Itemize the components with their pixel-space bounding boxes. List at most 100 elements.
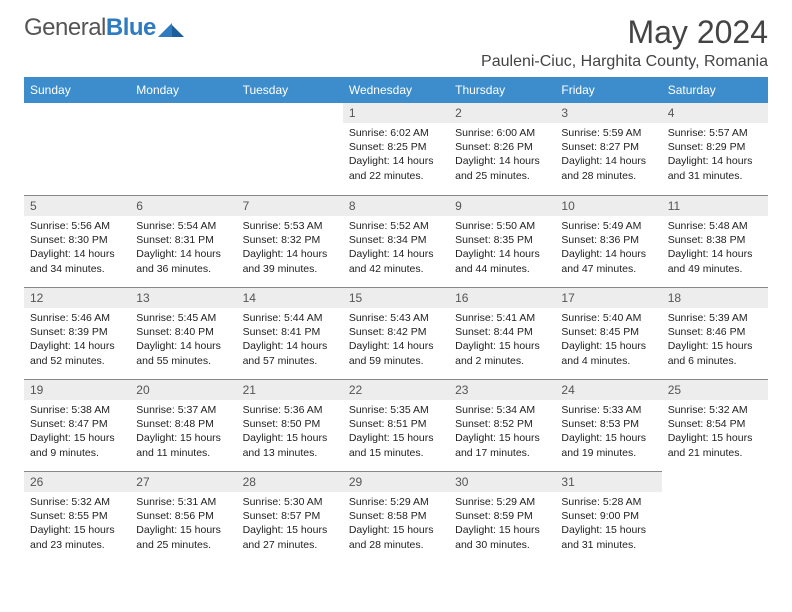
weekday-header: Sunday [24,77,130,103]
calendar-cell: 1Sunrise: 6:02 AMSunset: 8:25 PMDaylight… [343,103,449,195]
day-number: 26 [24,471,130,492]
day-number: 2 [449,103,555,123]
day-body: Sunrise: 5:44 AMSunset: 8:41 PMDaylight:… [237,308,343,374]
day-body: Sunrise: 5:30 AMSunset: 8:57 PMDaylight:… [237,492,343,558]
logo-text-2: Blue [106,14,156,42]
day-body: Sunrise: 6:02 AMSunset: 8:25 PMDaylight:… [343,123,449,189]
day-body: Sunrise: 5:41 AMSunset: 8:44 PMDaylight:… [449,308,555,374]
calendar-cell: 5Sunrise: 5:56 AMSunset: 8:30 PMDaylight… [24,195,130,287]
day-number: 16 [449,287,555,308]
day-body: Sunrise: 5:29 AMSunset: 8:58 PMDaylight:… [343,492,449,558]
calendar-cell: 9Sunrise: 5:50 AMSunset: 8:35 PMDaylight… [449,195,555,287]
calendar-cell: 19Sunrise: 5:38 AMSunset: 8:47 PMDayligh… [24,379,130,471]
day-number: 7 [237,195,343,216]
day-number: 9 [449,195,555,216]
day-body: Sunrise: 5:31 AMSunset: 8:56 PMDaylight:… [130,492,236,558]
day-body: Sunrise: 5:36 AMSunset: 8:50 PMDaylight:… [237,400,343,466]
day-body: Sunrise: 5:39 AMSunset: 8:46 PMDaylight:… [662,308,768,374]
calendar-cell: 17Sunrise: 5:40 AMSunset: 8:45 PMDayligh… [555,287,661,379]
calendar-cell: 30Sunrise: 5:29 AMSunset: 8:59 PMDayligh… [449,471,555,563]
day-body: Sunrise: 5:29 AMSunset: 8:59 PMDaylight:… [449,492,555,558]
weekday-header: Monday [130,77,236,103]
calendar-cell: 8Sunrise: 5:52 AMSunset: 8:34 PMDaylight… [343,195,449,287]
day-body: Sunrise: 5:46 AMSunset: 8:39 PMDaylight:… [24,308,130,374]
calendar-cell: 25Sunrise: 5:32 AMSunset: 8:54 PMDayligh… [662,379,768,471]
day-number: 12 [24,287,130,308]
calendar-cell [662,471,768,563]
day-body: Sunrise: 5:54 AMSunset: 8:31 PMDaylight:… [130,216,236,282]
day-number: 28 [237,471,343,492]
calendar-cell: 24Sunrise: 5:33 AMSunset: 8:53 PMDayligh… [555,379,661,471]
logo-text-1: General [24,14,106,42]
calendar-cell: 13Sunrise: 5:45 AMSunset: 8:40 PMDayligh… [130,287,236,379]
calendar-cell: 2Sunrise: 6:00 AMSunset: 8:26 PMDaylight… [449,103,555,195]
day-body: Sunrise: 5:32 AMSunset: 8:55 PMDaylight:… [24,492,130,558]
day-number: 4 [662,103,768,123]
day-number: 27 [130,471,236,492]
day-body: Sunrise: 5:28 AMSunset: 9:00 PMDaylight:… [555,492,661,558]
day-number: 23 [449,379,555,400]
weekday-header: Saturday [662,77,768,103]
calendar-cell: 12Sunrise: 5:46 AMSunset: 8:39 PMDayligh… [24,287,130,379]
calendar-cell: 29Sunrise: 5:29 AMSunset: 8:58 PMDayligh… [343,471,449,563]
calendar-cell: 20Sunrise: 5:37 AMSunset: 8:48 PMDayligh… [130,379,236,471]
day-number: 31 [555,471,661,492]
calendar-cell: 23Sunrise: 5:34 AMSunset: 8:52 PMDayligh… [449,379,555,471]
logo: GeneralBlue [24,14,184,42]
calendar-cell: 10Sunrise: 5:49 AMSunset: 8:36 PMDayligh… [555,195,661,287]
day-body: Sunrise: 5:45 AMSunset: 8:40 PMDaylight:… [130,308,236,374]
calendar-cell: 21Sunrise: 5:36 AMSunset: 8:50 PMDayligh… [237,379,343,471]
day-number: 10 [555,195,661,216]
day-body: Sunrise: 5:52 AMSunset: 8:34 PMDaylight:… [343,216,449,282]
day-body: Sunrise: 5:35 AMSunset: 8:51 PMDaylight:… [343,400,449,466]
location: Pauleni-Ciuc, Harghita County, Romania [481,53,768,71]
day-number: 14 [237,287,343,308]
day-number: 1 [343,103,449,123]
day-number: 29 [343,471,449,492]
title-block: May 2024 Pauleni-Ciuc, Harghita County, … [481,14,768,71]
calendar-cell [130,103,236,195]
day-body: Sunrise: 5:49 AMSunset: 8:36 PMDaylight:… [555,216,661,282]
logo-icon [158,19,184,37]
day-body: Sunrise: 5:37 AMSunset: 8:48 PMDaylight:… [130,400,236,466]
day-body: Sunrise: 5:53 AMSunset: 8:32 PMDaylight:… [237,216,343,282]
day-body: Sunrise: 5:32 AMSunset: 8:54 PMDaylight:… [662,400,768,466]
calendar-body: 1Sunrise: 6:02 AMSunset: 8:25 PMDaylight… [24,103,768,563]
day-body: Sunrise: 5:33 AMSunset: 8:53 PMDaylight:… [555,400,661,466]
header: GeneralBlue May 2024 Pauleni-Ciuc, Hargh… [24,14,768,71]
calendar-cell [24,103,130,195]
day-number: 5 [24,195,130,216]
day-number: 11 [662,195,768,216]
weekday-header: Wednesday [343,77,449,103]
day-number: 22 [343,379,449,400]
day-number: 30 [449,471,555,492]
day-number: 19 [24,379,130,400]
calendar-cell: 27Sunrise: 5:31 AMSunset: 8:56 PMDayligh… [130,471,236,563]
day-body: Sunrise: 5:57 AMSunset: 8:29 PMDaylight:… [662,123,768,189]
month-title: May 2024 [481,14,768,51]
calendar-cell: 16Sunrise: 5:41 AMSunset: 8:44 PMDayligh… [449,287,555,379]
calendar-cell: 4Sunrise: 5:57 AMSunset: 8:29 PMDaylight… [662,103,768,195]
calendar-cell: 22Sunrise: 5:35 AMSunset: 8:51 PMDayligh… [343,379,449,471]
calendar-cell: 14Sunrise: 5:44 AMSunset: 8:41 PMDayligh… [237,287,343,379]
calendar-cell: 18Sunrise: 5:39 AMSunset: 8:46 PMDayligh… [662,287,768,379]
calendar-cell: 7Sunrise: 5:53 AMSunset: 8:32 PMDaylight… [237,195,343,287]
weekday-header: Friday [555,77,661,103]
day-body: Sunrise: 5:50 AMSunset: 8:35 PMDaylight:… [449,216,555,282]
calendar-cell: 15Sunrise: 5:43 AMSunset: 8:42 PMDayligh… [343,287,449,379]
calendar-cell: 31Sunrise: 5:28 AMSunset: 9:00 PMDayligh… [555,471,661,563]
day-body: Sunrise: 5:56 AMSunset: 8:30 PMDaylight:… [24,216,130,282]
day-number: 13 [130,287,236,308]
day-body: Sunrise: 5:40 AMSunset: 8:45 PMDaylight:… [555,308,661,374]
day-body: Sunrise: 5:34 AMSunset: 8:52 PMDaylight:… [449,400,555,466]
day-body: Sunrise: 5:43 AMSunset: 8:42 PMDaylight:… [343,308,449,374]
weekday-header: Tuesday [237,77,343,103]
day-number: 8 [343,195,449,216]
day-number: 21 [237,379,343,400]
day-number: 25 [662,379,768,400]
day-number: 24 [555,379,661,400]
calendar-cell: 26Sunrise: 5:32 AMSunset: 8:55 PMDayligh… [24,471,130,563]
day-body: Sunrise: 5:48 AMSunset: 8:38 PMDaylight:… [662,216,768,282]
calendar-cell: 11Sunrise: 5:48 AMSunset: 8:38 PMDayligh… [662,195,768,287]
calendar-cell: 6Sunrise: 5:54 AMSunset: 8:31 PMDaylight… [130,195,236,287]
